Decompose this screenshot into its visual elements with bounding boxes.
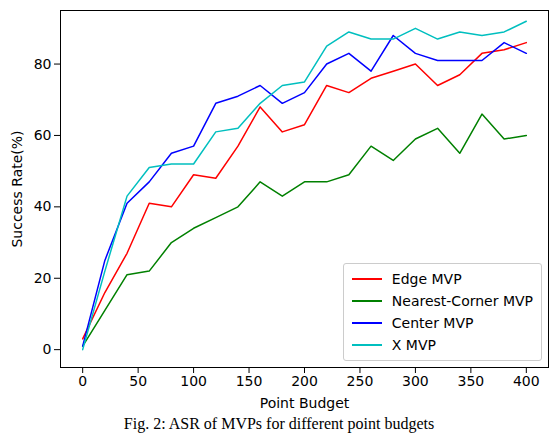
html-text:X MVP: X MVP — [391, 337, 436, 353]
svg-text:40: 40 — [34, 198, 52, 214]
svg-text:150: 150 — [236, 373, 263, 389]
svg-text:100: 100 — [180, 373, 207, 389]
html-text:Center MVP: Center MVP — [391, 315, 474, 331]
svg-text:0: 0 — [78, 373, 87, 389]
svg-text:50: 50 — [129, 373, 147, 389]
svg-text:400: 400 — [513, 373, 540, 389]
svg-text:200: 200 — [291, 373, 318, 389]
html-text:Nearest-Corner MVP: Nearest-Corner MVP — [391, 293, 533, 309]
svg-text:20: 20 — [34, 270, 52, 286]
svg-text:60: 60 — [34, 127, 52, 143]
svg-text:250: 250 — [347, 373, 374, 389]
svg-text:Success Rate(%): Success Rate(%) — [9, 130, 25, 247]
svg-text:300: 300 — [402, 373, 429, 389]
svg-text:350: 350 — [457, 373, 484, 389]
svg-text:80: 80 — [34, 56, 52, 72]
html-text:Fig. 2: ASR of MVPs for differ: Fig. 2: ASR of MVPs for different point … — [123, 415, 435, 432]
html-text:Edge MVP: Edge MVP — [391, 271, 462, 287]
svg-text:Point Budget: Point Budget — [260, 395, 350, 411]
svg-text:0: 0 — [43, 341, 52, 357]
